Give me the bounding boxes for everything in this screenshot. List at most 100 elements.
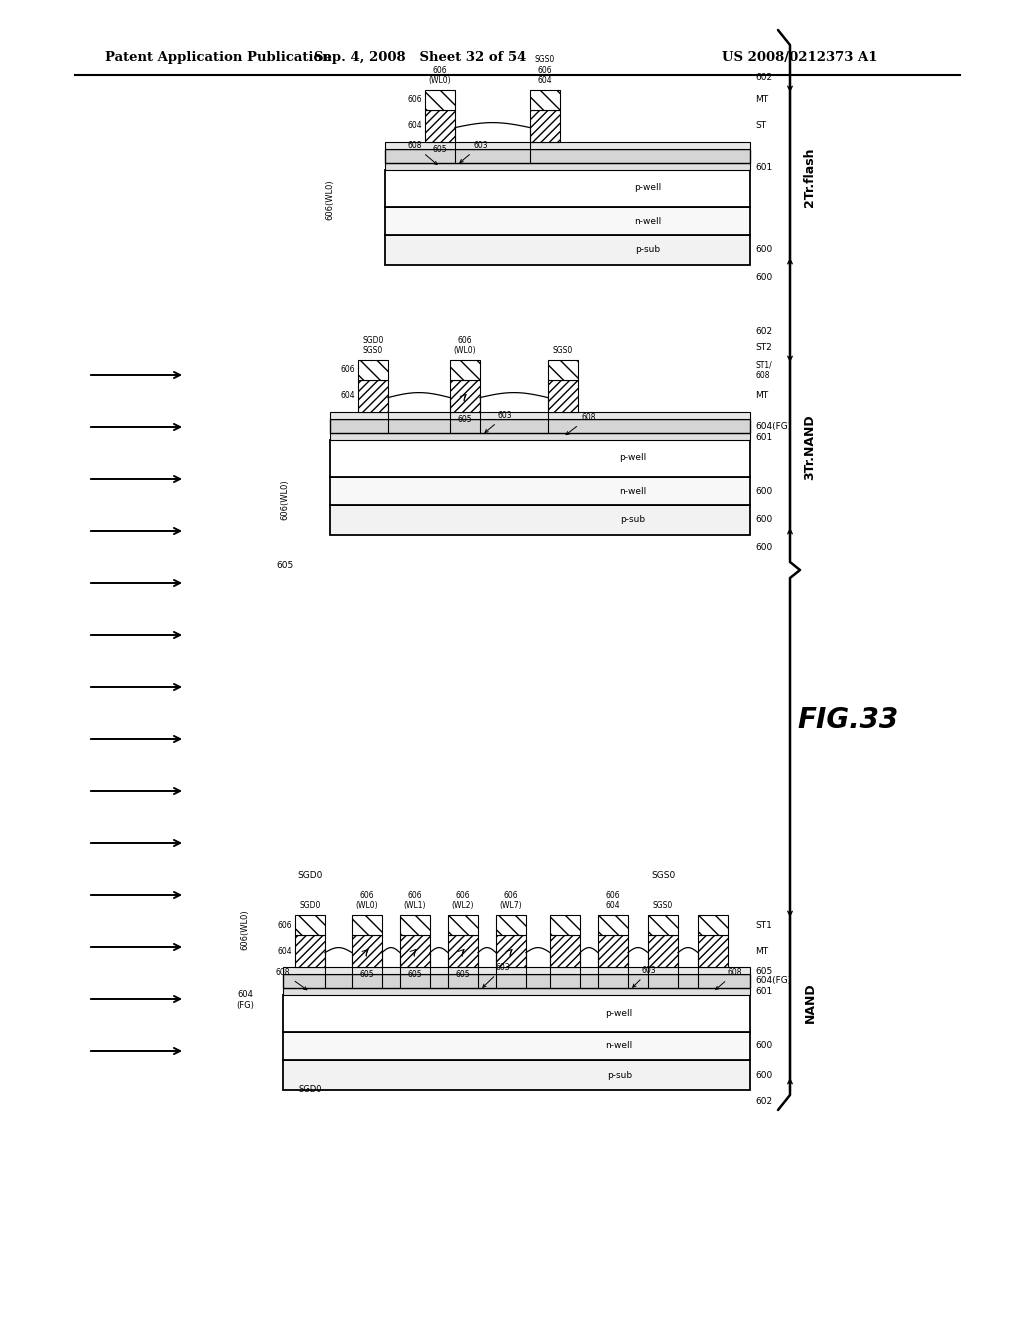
Text: 605: 605 bbox=[456, 970, 470, 979]
Bar bbox=[330, 440, 750, 477]
Text: ST1/
608: ST1/ 608 bbox=[755, 360, 772, 380]
Bar bbox=[698, 935, 728, 968]
Text: n-well: n-well bbox=[605, 1041, 633, 1051]
Text: US 2008/0212373 A1: US 2008/0212373 A1 bbox=[722, 51, 878, 65]
Bar bbox=[385, 207, 750, 235]
Text: 608: 608 bbox=[408, 141, 437, 165]
Bar bbox=[330, 412, 750, 418]
Bar bbox=[530, 110, 560, 143]
Text: p-well: p-well bbox=[605, 1008, 633, 1018]
Text: ST1: ST1 bbox=[755, 920, 772, 929]
Text: 606
(WL1): 606 (WL1) bbox=[403, 891, 426, 909]
Bar bbox=[283, 974, 750, 987]
Bar bbox=[283, 987, 750, 995]
Text: 603: 603 bbox=[485, 411, 513, 433]
Text: 604: 604 bbox=[340, 392, 355, 400]
Text: 605: 605 bbox=[408, 970, 422, 979]
Bar bbox=[283, 995, 750, 1032]
Bar bbox=[698, 915, 728, 935]
Bar bbox=[530, 90, 560, 110]
Text: 604(FG): 604(FG) bbox=[755, 421, 792, 430]
Text: 601: 601 bbox=[755, 162, 772, 172]
Text: SGS0: SGS0 bbox=[653, 902, 673, 909]
Text: 602: 602 bbox=[755, 1097, 772, 1106]
Text: 608: 608 bbox=[566, 413, 596, 434]
Text: SGS0: SGS0 bbox=[651, 871, 675, 880]
Bar bbox=[450, 360, 480, 380]
Text: 606(WL0): 606(WL0) bbox=[326, 180, 335, 220]
Bar bbox=[358, 360, 388, 380]
Text: NAND: NAND bbox=[804, 982, 816, 1023]
Bar bbox=[400, 915, 430, 935]
Text: 602: 602 bbox=[755, 74, 772, 82]
Bar bbox=[400, 935, 430, 968]
Bar bbox=[648, 915, 678, 935]
Bar bbox=[550, 915, 580, 935]
Text: 604: 604 bbox=[408, 121, 422, 131]
Text: MT: MT bbox=[755, 392, 768, 400]
Text: 603: 603 bbox=[633, 966, 656, 987]
Text: n-well: n-well bbox=[618, 487, 646, 495]
Text: 600: 600 bbox=[755, 246, 772, 255]
Bar bbox=[352, 915, 382, 935]
Text: p-sub: p-sub bbox=[635, 246, 660, 255]
Text: 608: 608 bbox=[716, 968, 742, 990]
Text: 606
(WL7): 606 (WL7) bbox=[500, 891, 522, 909]
Bar bbox=[385, 162, 750, 170]
Bar bbox=[330, 506, 750, 535]
Bar bbox=[550, 935, 580, 968]
Text: 605: 605 bbox=[433, 145, 447, 154]
Text: 2Tr.flash: 2Tr.flash bbox=[804, 148, 816, 207]
Text: ST2: ST2 bbox=[755, 343, 772, 352]
Text: SGD0
SGS0: SGD0 SGS0 bbox=[362, 335, 384, 355]
Text: MT: MT bbox=[755, 95, 768, 104]
Bar bbox=[385, 143, 750, 149]
Bar bbox=[496, 935, 526, 968]
Bar bbox=[385, 170, 750, 207]
Text: 600: 600 bbox=[755, 1041, 772, 1051]
Text: SGD0: SGD0 bbox=[299, 902, 321, 909]
Bar bbox=[425, 110, 455, 143]
Text: 600: 600 bbox=[755, 1071, 772, 1080]
Text: 606(WL0): 606(WL0) bbox=[241, 909, 250, 950]
Text: 600: 600 bbox=[755, 272, 772, 281]
Text: ST: ST bbox=[755, 121, 766, 131]
Bar bbox=[283, 968, 750, 974]
Text: SGS0: SGS0 bbox=[553, 346, 573, 355]
Text: 605: 605 bbox=[755, 966, 772, 975]
Bar bbox=[295, 915, 325, 935]
Text: 606
(WL0): 606 (WL0) bbox=[429, 66, 452, 84]
Text: 601: 601 bbox=[755, 433, 772, 441]
Text: 603: 603 bbox=[460, 141, 487, 162]
Text: p-sub: p-sub bbox=[620, 516, 645, 524]
Text: 600: 600 bbox=[755, 487, 772, 495]
Bar bbox=[648, 935, 678, 968]
Text: 605: 605 bbox=[276, 561, 294, 569]
Bar bbox=[358, 380, 388, 412]
Text: 604(FG): 604(FG) bbox=[755, 977, 792, 986]
Text: 606: 606 bbox=[278, 920, 292, 929]
Text: 601: 601 bbox=[755, 987, 772, 997]
Bar bbox=[330, 418, 750, 433]
Bar bbox=[548, 380, 578, 412]
Text: 606
(WL0): 606 (WL0) bbox=[454, 335, 476, 355]
Text: 600: 600 bbox=[755, 543, 772, 552]
Text: 605: 605 bbox=[458, 414, 472, 424]
Text: SGD0: SGD0 bbox=[298, 1085, 322, 1094]
Bar bbox=[283, 1032, 750, 1060]
Bar bbox=[598, 935, 628, 968]
Bar bbox=[425, 90, 455, 110]
Bar bbox=[449, 915, 478, 935]
Text: SGD0: SGD0 bbox=[297, 871, 323, 880]
Text: 3Tr.NAND: 3Tr.NAND bbox=[804, 414, 816, 480]
Text: p-well: p-well bbox=[618, 454, 646, 462]
Text: p-well: p-well bbox=[634, 183, 662, 193]
Text: p-sub: p-sub bbox=[606, 1071, 632, 1080]
Bar bbox=[295, 935, 325, 968]
Text: Patent Application Publication: Patent Application Publication bbox=[105, 51, 332, 65]
Text: 602: 602 bbox=[755, 327, 772, 337]
Text: MT: MT bbox=[755, 946, 768, 956]
Text: 606
(WL2): 606 (WL2) bbox=[452, 891, 474, 909]
Text: 608: 608 bbox=[275, 968, 307, 990]
Text: 606
(WL0): 606 (WL0) bbox=[355, 891, 378, 909]
